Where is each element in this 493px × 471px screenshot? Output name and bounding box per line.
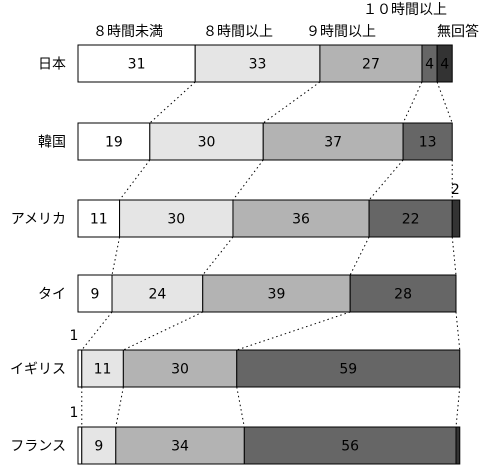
- value-label: 56: [341, 439, 359, 455]
- connector-line: [402, 81, 423, 124]
- category-label: アメリカ: [11, 212, 66, 228]
- value-label: 11: [90, 212, 108, 228]
- bar-segment-4-1: [77, 274, 113, 313]
- bar-segment-5-2: [81, 349, 124, 388]
- category-label: イギリス: [10, 362, 66, 378]
- value-label: 11: [94, 362, 112, 378]
- connector-line: [81, 311, 113, 351]
- connector-line: [149, 81, 196, 124]
- value-label: 27: [362, 57, 380, 73]
- connector-line: [451, 236, 457, 276]
- value-label: 39: [268, 287, 286, 303]
- value-label: 28: [394, 287, 412, 303]
- legend-label: ８時間以上: [203, 24, 273, 40]
- connector-line: [236, 386, 245, 428]
- connector-line: [455, 386, 461, 428]
- bar-segment-4-3: [202, 274, 351, 313]
- connector-line: [262, 81, 321, 124]
- value-label: 1: [70, 328, 79, 344]
- bar-segment-4-4: [349, 274, 457, 313]
- connector-line: [111, 236, 121, 276]
- value-label: 30: [198, 135, 216, 151]
- legend-label: 無回答: [437, 23, 479, 40]
- bar-segment-2-1: [77, 122, 151, 161]
- value-label: 9: [94, 439, 103, 455]
- bar-segment-6-2: [81, 426, 117, 465]
- bar-segment-1-2: [194, 44, 321, 83]
- category-label: フランス: [10, 439, 66, 455]
- value-label: 59: [339, 362, 357, 378]
- bar-segment-3-1: [77, 199, 121, 238]
- value-label: 37: [324, 135, 342, 151]
- bar-segment-6-1: [77, 426, 83, 465]
- category-label: 日本: [38, 57, 66, 73]
- value-label: 2: [451, 182, 460, 198]
- value-label: 22: [402, 212, 420, 228]
- connector-line: [236, 311, 351, 351]
- connector-line: [123, 311, 203, 351]
- bar-segment-3-5: [451, 199, 461, 238]
- connector-line: [119, 159, 151, 201]
- value-label: 13: [419, 135, 437, 151]
- bar-segment-2-2: [149, 122, 264, 161]
- connector-lines: [81, 81, 461, 428]
- bar-segment-4-2: [111, 274, 204, 313]
- value-label: 9: [91, 287, 100, 303]
- bar-segment-1-5: [436, 44, 453, 83]
- value-label: 4: [425, 57, 434, 73]
- connector-line: [232, 159, 264, 201]
- connector-line: [436, 81, 453, 124]
- value-label: 1: [70, 405, 79, 421]
- connector-line: [202, 236, 234, 276]
- bar-segment-1-1: [77, 44, 196, 83]
- bar-segment-5-1: [77, 349, 83, 388]
- bar-segment-6-3: [115, 426, 245, 465]
- value-label: 19: [105, 135, 123, 151]
- legend-label: ９時間以上: [306, 24, 376, 40]
- connector-line: [368, 159, 404, 201]
- value-label: 24: [148, 287, 166, 303]
- value-label: 30: [167, 212, 185, 228]
- bar-segment-2-4: [402, 122, 453, 161]
- legend-label: １０時間以上: [363, 2, 447, 18]
- value-label: 31: [128, 57, 146, 73]
- bar-segment-6-5: [455, 426, 461, 465]
- value-label: 4: [440, 57, 449, 73]
- connector-line: [349, 236, 370, 276]
- value-label: 33: [249, 57, 267, 73]
- value-label: 30: [171, 362, 189, 378]
- bars: [77, 44, 461, 465]
- category-label: 韓国: [38, 135, 66, 151]
- bar-segment-5-4: [236, 349, 461, 388]
- value-label: 34: [171, 439, 189, 455]
- connector-line: [115, 386, 124, 428]
- connector-line: [455, 311, 461, 351]
- bar-segment-3-3: [232, 199, 370, 238]
- legend-label: ８時間未満: [93, 24, 163, 40]
- category-label: タイ: [38, 287, 66, 303]
- bar-segment-6-4: [243, 426, 457, 465]
- value-label: 36: [292, 212, 310, 228]
